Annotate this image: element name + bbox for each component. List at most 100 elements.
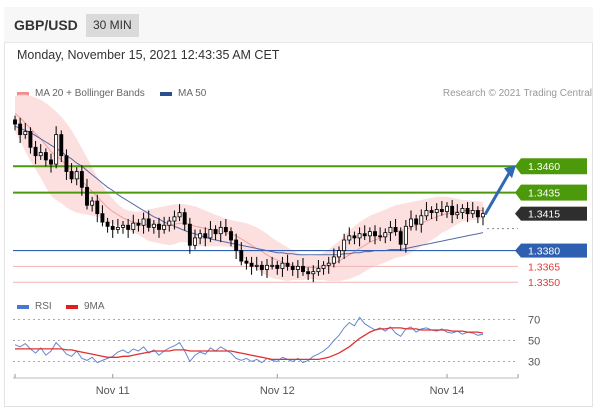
- candle-body: [383, 232, 388, 238]
- candle-body: [465, 208, 470, 215]
- candle-body: [157, 223, 161, 230]
- legend-9ma-label: 9MA: [84, 301, 105, 312]
- candles: [13, 115, 485, 283]
- candle-body: [378, 235, 383, 238]
- legend-9ma: 9MA: [66, 301, 105, 312]
- resistance-label: 1.3460: [528, 161, 560, 173]
- candle-body: [337, 250, 341, 258]
- legend-rsi: RSI: [17, 301, 52, 312]
- x-axis: Nov 11 Nov 12 Nov 14: [13, 374, 519, 397]
- candle-body: [43, 152, 48, 161]
- candle-body: [151, 223, 156, 228]
- candle-body: [162, 224, 167, 230]
- candle-body: [100, 213, 105, 223]
- x-axis-tick-label: Nov 11: [96, 385, 130, 397]
- candle-body: [445, 205, 449, 212]
- candle-body: [203, 233, 208, 239]
- bands-swatch: [17, 91, 29, 96]
- legend-ma50: MA 50: [160, 88, 206, 99]
- candle-body: [326, 262, 331, 266]
- support-label-box: [521, 243, 587, 258]
- candle-body: [280, 262, 285, 269]
- candle-body: [373, 231, 377, 237]
- candle-body: [265, 264, 269, 270]
- legend-bands: MA 20 + Bollinger Bands: [17, 88, 145, 99]
- candle-body: [229, 231, 233, 241]
- candle-body: [470, 210, 475, 215]
- candle-body: [208, 229, 213, 239]
- candle-body: [18, 123, 23, 136]
- timeframe-button[interactable]: 30 MIN: [86, 14, 139, 37]
- candle-body: [172, 216, 177, 222]
- candle-body: [460, 208, 465, 214]
- resistance-label: 1.3435: [528, 188, 560, 200]
- candle-body: [131, 222, 136, 230]
- candle-body: [182, 212, 187, 225]
- candle-body: [234, 239, 239, 251]
- rsi-tick-label: 70: [528, 315, 540, 327]
- candle-body: [126, 224, 131, 230]
- candle-body: [254, 264, 259, 267]
- support-label: 1.3380: [528, 246, 560, 258]
- support-label-pointer: [515, 243, 521, 258]
- candle-body: [419, 215, 424, 225]
- x-axis-tick-label: Nov 14: [430, 385, 465, 397]
- current-label-box: [521, 206, 587, 221]
- candle-body: [295, 265, 300, 270]
- resistance-label-box: [521, 184, 587, 201]
- resistance-label-box: [521, 158, 587, 175]
- candle-body: [28, 131, 33, 148]
- candle-body: [33, 146, 38, 157]
- candle-body: [218, 226, 223, 235]
- symbol-title: GBP/USD: [14, 17, 78, 33]
- candle-body: [121, 224, 125, 228]
- candle-body: [141, 218, 146, 226]
- candle-body: [367, 231, 372, 237]
- candle-body: [54, 134, 59, 165]
- candle-body: [74, 171, 79, 180]
- candle-body: [434, 209, 439, 214]
- candle-body: [49, 159, 53, 165]
- candle-body: [136, 222, 141, 226]
- level-labels: 1.3460 1.3435 1.3415 1.3380 1.3365 1.3350: [515, 158, 587, 289]
- candle-body: [115, 226, 120, 230]
- candle-body: [79, 171, 84, 188]
- candle-body: [342, 239, 347, 251]
- candle-body: [301, 265, 305, 273]
- legend-bands-label: MA 20 + Bollinger Bands: [35, 88, 145, 99]
- x-axis-tick-label: Nov 12: [260, 385, 295, 397]
- forecast-arrow: [483, 165, 516, 216]
- candle-body: [105, 221, 110, 227]
- resistance-label-pointer: [515, 158, 521, 175]
- candle-body: [249, 262, 254, 267]
- current-label-pointer: [515, 206, 521, 221]
- credit-text: Research © 2021 Trading Central: [442, 88, 592, 99]
- candle-body: [403, 225, 408, 245]
- candle-body: [306, 271, 311, 275]
- candle-body: [455, 212, 460, 216]
- candle-body: [187, 223, 192, 246]
- candle-body: [393, 226, 398, 232]
- candle-body: [362, 233, 367, 237]
- candle-body: [244, 260, 249, 264]
- rsi-swatch: [17, 304, 29, 309]
- legend-ma50-label: MA 50: [178, 88, 207, 99]
- candle-body: [352, 235, 357, 239]
- forecast-arrow-shaft: [483, 172, 511, 216]
- candle-body: [146, 218, 151, 228]
- candle-body: [13, 119, 17, 125]
- resistance-label-pointer: [515, 184, 521, 201]
- candle-body: [429, 210, 434, 214]
- candle-body: [316, 268, 321, 273]
- candle-body: [223, 226, 228, 232]
- candle-body: [23, 131, 28, 136]
- candle-body: [213, 229, 218, 235]
- candle-body: [177, 212, 182, 218]
- candle-body: [439, 209, 444, 212]
- candle-body: [85, 186, 89, 206]
- candle-body: [270, 264, 275, 267]
- candle-body: [398, 231, 403, 245]
- candle-body: [167, 220, 172, 226]
- candle-body: [357, 233, 362, 239]
- candle-body: [95, 200, 100, 215]
